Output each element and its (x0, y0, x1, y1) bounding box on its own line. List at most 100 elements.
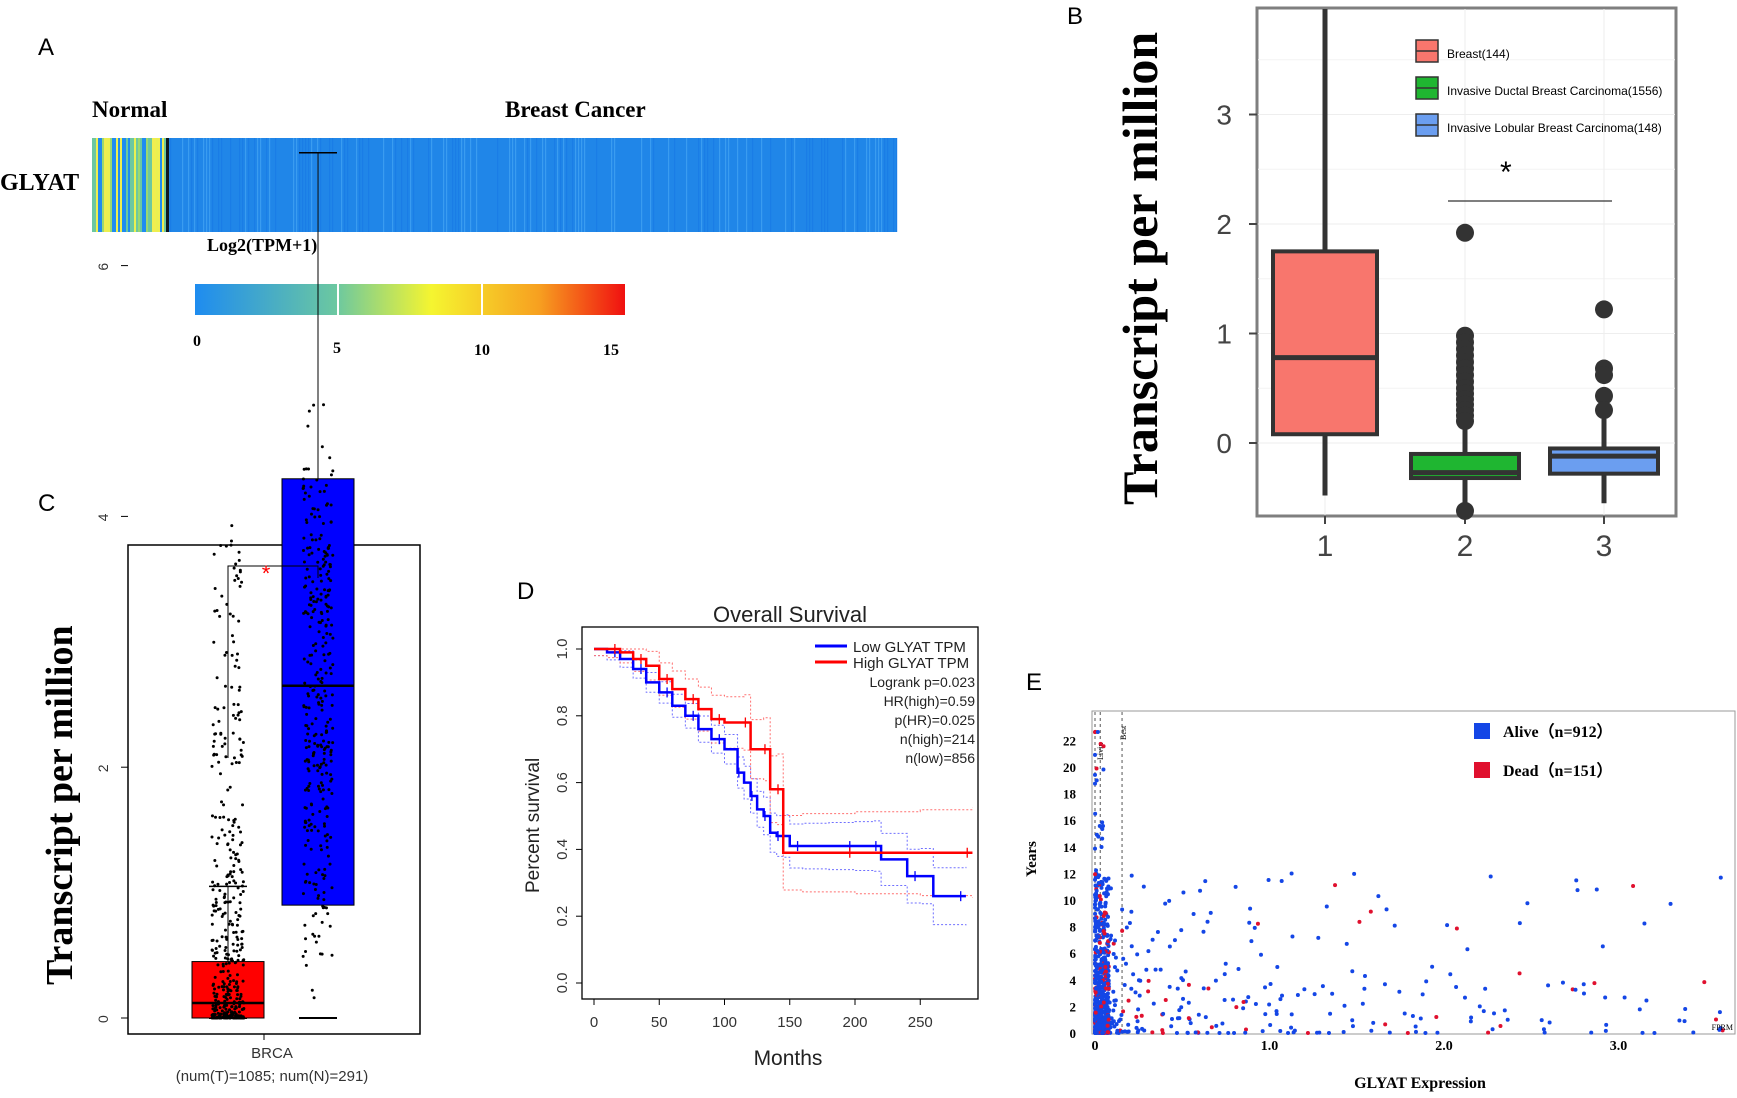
data-point-alive-e (1201, 986, 1206, 991)
y-tick-label-e: 2 (1070, 999, 1077, 1014)
data-point-c (331, 469, 335, 473)
data-point-dead-e (1631, 884, 1636, 889)
boxes-c (191, 151, 355, 1020)
data-point-c (324, 483, 328, 487)
data-point-c (314, 882, 318, 886)
y-tick-label-c: 2 (95, 764, 111, 772)
data-point-c (315, 763, 319, 767)
colorbar (195, 284, 625, 315)
data-point-alive-e (1185, 1030, 1190, 1035)
data-point-c (226, 842, 230, 846)
data-point-alive-e (1274, 1011, 1279, 1016)
data-point-c (330, 693, 334, 697)
data-point-c (215, 939, 219, 943)
confidence-bands-d (594, 648, 973, 926)
data-point-alive-e (1342, 1003, 1347, 1008)
heatmap-group-divider (166, 138, 169, 232)
data-point-alive-e (1110, 1020, 1115, 1025)
data-point-c (226, 788, 230, 792)
data-point-alive-e (1186, 1000, 1191, 1005)
data-point-c (228, 830, 232, 834)
y-tick-label-d: 0.4 (554, 839, 571, 860)
data-point-c (237, 954, 241, 958)
data-point-alive-e (1151, 1001, 1156, 1006)
data-point-c (306, 758, 310, 762)
data-point-alive-e (1109, 1016, 1114, 1021)
data-point-c (320, 445, 324, 449)
data-point-alive-e (1502, 1008, 1507, 1013)
data-point-c (325, 845, 329, 849)
data-point-c (210, 913, 214, 917)
data-point-alive-e (1376, 894, 1381, 899)
data-point-c (218, 907, 222, 911)
heatmap-cancer-cell (614, 138, 616, 232)
data-point-c (303, 923, 307, 927)
data-point-c (228, 872, 232, 876)
data-point-c (220, 915, 224, 919)
data-point-c (239, 830, 243, 834)
data-point-c (231, 1016, 235, 1020)
heatmap-normal-cell (118, 138, 120, 232)
data-point-alive-e (1268, 1023, 1273, 1028)
data-point-dead-e (1498, 1024, 1503, 1029)
data-point-dead-e (1102, 931, 1107, 936)
data-point-c (224, 946, 228, 950)
data-point-alive-e (1167, 898, 1172, 903)
data-point-alive-e (1098, 900, 1103, 905)
heatmap-normal-cell (124, 138, 126, 232)
data-point-c (301, 477, 305, 481)
data-point-c (238, 685, 242, 689)
colorbar-tick-15: 15 (603, 342, 619, 359)
data-point-c (324, 729, 328, 733)
data-point-alive-e (1118, 1017, 1123, 1022)
data-point-c (216, 882, 220, 886)
data-point-c (324, 671, 328, 675)
data-point-alive-e (1642, 921, 1647, 926)
data-point-c (229, 957, 233, 961)
data-point-dead-e (1093, 872, 1098, 877)
data-point-alive-e (1153, 967, 1158, 972)
data-point-c (329, 503, 333, 507)
data-point-alive-e (1093, 929, 1098, 934)
data-point-c (302, 467, 306, 471)
data-point-c (215, 951, 219, 955)
data-point-alive-e (1115, 1028, 1120, 1033)
heatmap-cancer-cell (563, 138, 565, 232)
data-point-c (330, 623, 334, 627)
data-point-c (308, 781, 312, 785)
data-point-alive-e (1278, 997, 1283, 1002)
data-point-c (316, 508, 320, 512)
data-point-c (320, 699, 324, 703)
significance-bracket-c (227, 565, 319, 758)
data-point-c (222, 995, 226, 999)
data-point-dead-e (1120, 928, 1125, 933)
survival-curve-d (594, 647, 966, 898)
data-point-alive-e (1112, 1024, 1117, 1029)
data-point-c (317, 547, 321, 551)
data-point-c (323, 834, 327, 838)
data-point-alive-e (1573, 987, 1578, 992)
data-point-alive-e (1106, 876, 1111, 881)
data-point-alive-e (1099, 922, 1104, 927)
data-point-alive-e (1101, 767, 1106, 772)
data-point-c (241, 741, 245, 745)
data-point-c (307, 575, 311, 579)
data-point-c (242, 958, 246, 962)
data-point-c (307, 603, 311, 607)
data-point-c (301, 549, 305, 553)
x-tick-label-e: 1.0 (1261, 1039, 1279, 1054)
data-point-alive-e (1505, 1017, 1510, 1022)
data-point-alive-e (1095, 996, 1100, 1001)
data-point-alive-e (1142, 1028, 1147, 1033)
data-point-c (307, 788, 311, 792)
heatmap-cancer-cell (197, 138, 199, 232)
heatmap-cancer-cell (536, 138, 538, 232)
data-point-alive-e (1100, 836, 1105, 841)
data-point-dead-e (1093, 1010, 1098, 1015)
data-point-c (241, 963, 245, 967)
data-point-c (322, 898, 326, 902)
data-point-c (235, 652, 239, 656)
data-point-c (231, 614, 235, 618)
data-point-c (238, 997, 242, 1001)
data-point-c (316, 677, 320, 681)
